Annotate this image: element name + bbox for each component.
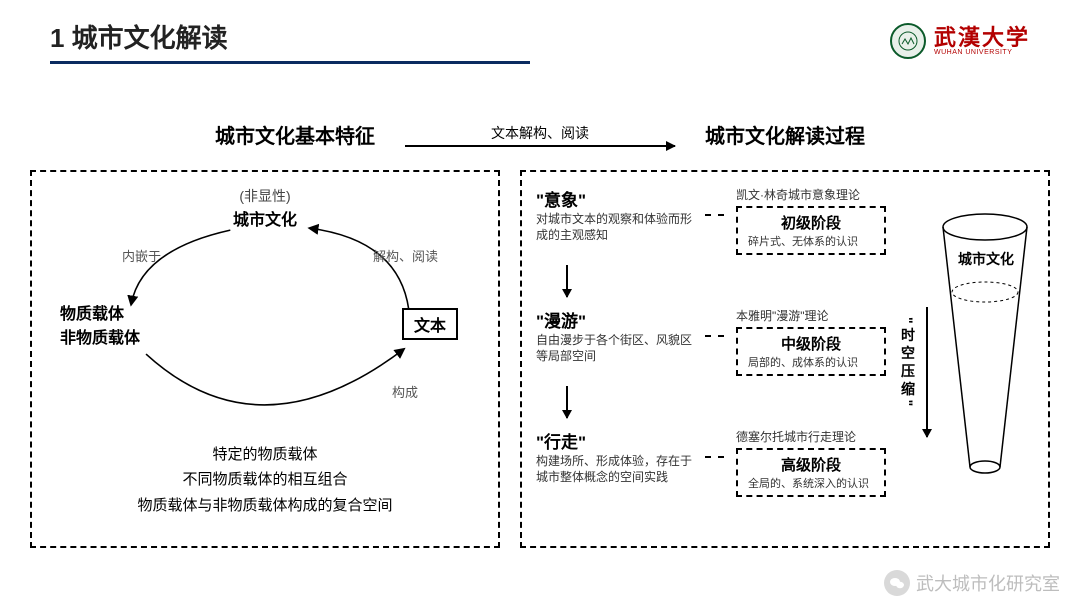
university-logo: 武漢大学 WUHAN UNIVERSITY [890, 23, 1030, 59]
edge-label-bottom: 构成 [392, 382, 418, 401]
logo-seal-icon [890, 23, 926, 59]
stage-1-box-desc: 碎片式、无体系的认识 [748, 233, 874, 249]
title-block: 1 城市文化解读 [50, 18, 530, 64]
funnel: 城市文化 "时空压缩" [900, 197, 1030, 497]
stage-3-title: "行走" [536, 428, 693, 453]
logo-cn: 武漢大学 [934, 27, 1030, 49]
right-panel: "意象" 对城市文本的观察和体验而形成的主观感知 凯文·林奇城市意象理论 初级阶… [520, 170, 1050, 548]
stage-1-box: 初级阶段 碎片式、无体系的认识 [736, 206, 886, 255]
logo-en: WUHAN UNIVERSITY [934, 49, 1030, 56]
stage-2-box: 中级阶段 局部的、成体系的认识 [736, 327, 886, 376]
left-panel: (非显性) 城市文化 物质载体 非物质载体 文本 内嵌于 解构、阅读 构成 特定… [30, 170, 500, 548]
node-right: 文本 [414, 318, 446, 335]
wechat-icon [884, 570, 910, 596]
stage-2: "漫游" 自由漫步于各个街区、风貌区等局部空间 本雅明"漫游"理论 中级阶段 局… [536, 307, 886, 376]
node-left-line1: 物质载体 [60, 300, 140, 324]
arrow-label: 文本解构、阅读 [491, 123, 589, 143]
stage-3-desc: 构建场所、形成体验，存在于城市整体概念的空间实践 [536, 453, 693, 485]
page-title: 1 城市文化解读 [50, 18, 530, 55]
stage-2-title: "漫游" [536, 307, 693, 332]
watermark-text: 武大城市化研究室 [916, 570, 1060, 596]
subheading-row: 城市文化基本特征 文本解构、阅读 城市文化解读过程 [0, 120, 1080, 149]
stage-2-box-desc: 局部的、成体系的认识 [748, 354, 874, 370]
carrier-item: 特定的物质载体 [32, 442, 498, 468]
top-arrow: 文本解构、阅读 [405, 123, 675, 147]
stage-3: "行走" 构建场所、形成体验，存在于城市整体概念的空间实践 德塞尔托城市行走理论… [536, 428, 886, 497]
connector-icon [705, 214, 724, 216]
stage-3-box-title: 高级阶段 [748, 454, 874, 475]
edge-label-right: 解构、阅读 [373, 246, 438, 265]
panels: (非显性) 城市文化 物质载体 非物质载体 文本 内嵌于 解构、阅读 构成 特定… [30, 170, 1050, 548]
node-left: 物质载体 非物质载体 [60, 300, 140, 348]
logo-text: 武漢大学 WUHAN UNIVERSITY [934, 27, 1030, 56]
funnel-down-arrow-icon [926, 307, 928, 437]
funnel-icon [900, 197, 1030, 497]
stage-1: "意象" 对城市文本的观察和体验而形成的主观感知 凯文·林奇城市意象理论 初级阶… [536, 186, 886, 255]
funnel-top-label: 城市文化 [958, 249, 1014, 269]
stage-1-title: "意象" [536, 186, 693, 211]
stage-1-desc: 对城市文本的观察和体验而形成的主观感知 [536, 211, 693, 243]
funnel-side-label: "时空压缩" [898, 317, 918, 410]
edge-label-left: 内嵌于 [122, 246, 161, 265]
watermark: 武大城市化研究室 [884, 570, 1060, 596]
subheading-left: 城市文化基本特征 [215, 120, 375, 149]
header: 1 城市文化解读 武漢大学 WUHAN UNIVERSITY [50, 18, 1030, 64]
carrier-item: 不同物质载体的相互组合 [32, 467, 498, 493]
top-annotation: (非显性) [32, 186, 498, 206]
carrier-item: 物质载体与非物质载体构成的复合空间 [32, 493, 498, 519]
node-top: 城市文化 [32, 206, 498, 230]
node-right-box: 文本 [402, 308, 458, 340]
arrow-icon [405, 145, 675, 147]
stage-1-box-title: 初级阶段 [748, 212, 874, 233]
down-arrow-icon [566, 386, 568, 418]
stage-2-box-title: 中级阶段 [748, 333, 874, 354]
subheading-right: 城市文化解读过程 [705, 120, 865, 149]
stages: "意象" 对城市文本的观察和体验而形成的主观感知 凯文·林奇城市意象理论 初级阶… [536, 186, 886, 497]
node-left-line2: 非物质载体 [60, 324, 140, 348]
stage-3-theory: 德塞尔托城市行走理论 [736, 428, 856, 445]
stage-3-box-desc: 全局的、系统深入的认识 [748, 475, 874, 491]
stage-2-theory: 本雅明"漫游"理论 [736, 307, 829, 324]
down-arrow-icon [566, 265, 568, 297]
stage-1-theory: 凯文·林奇城市意象理论 [736, 186, 860, 203]
stage-2-desc: 自由漫步于各个街区、风貌区等局部空间 [536, 332, 693, 364]
connector-icon [705, 456, 724, 458]
connector-icon [705, 335, 724, 337]
title-underline [50, 61, 530, 64]
stage-3-box: 高级阶段 全局的、系统深入的认识 [736, 448, 886, 497]
carrier-list: 特定的物质载体 不同物质载体的相互组合 物质载体与非物质载体构成的复合空间 [32, 442, 498, 519]
